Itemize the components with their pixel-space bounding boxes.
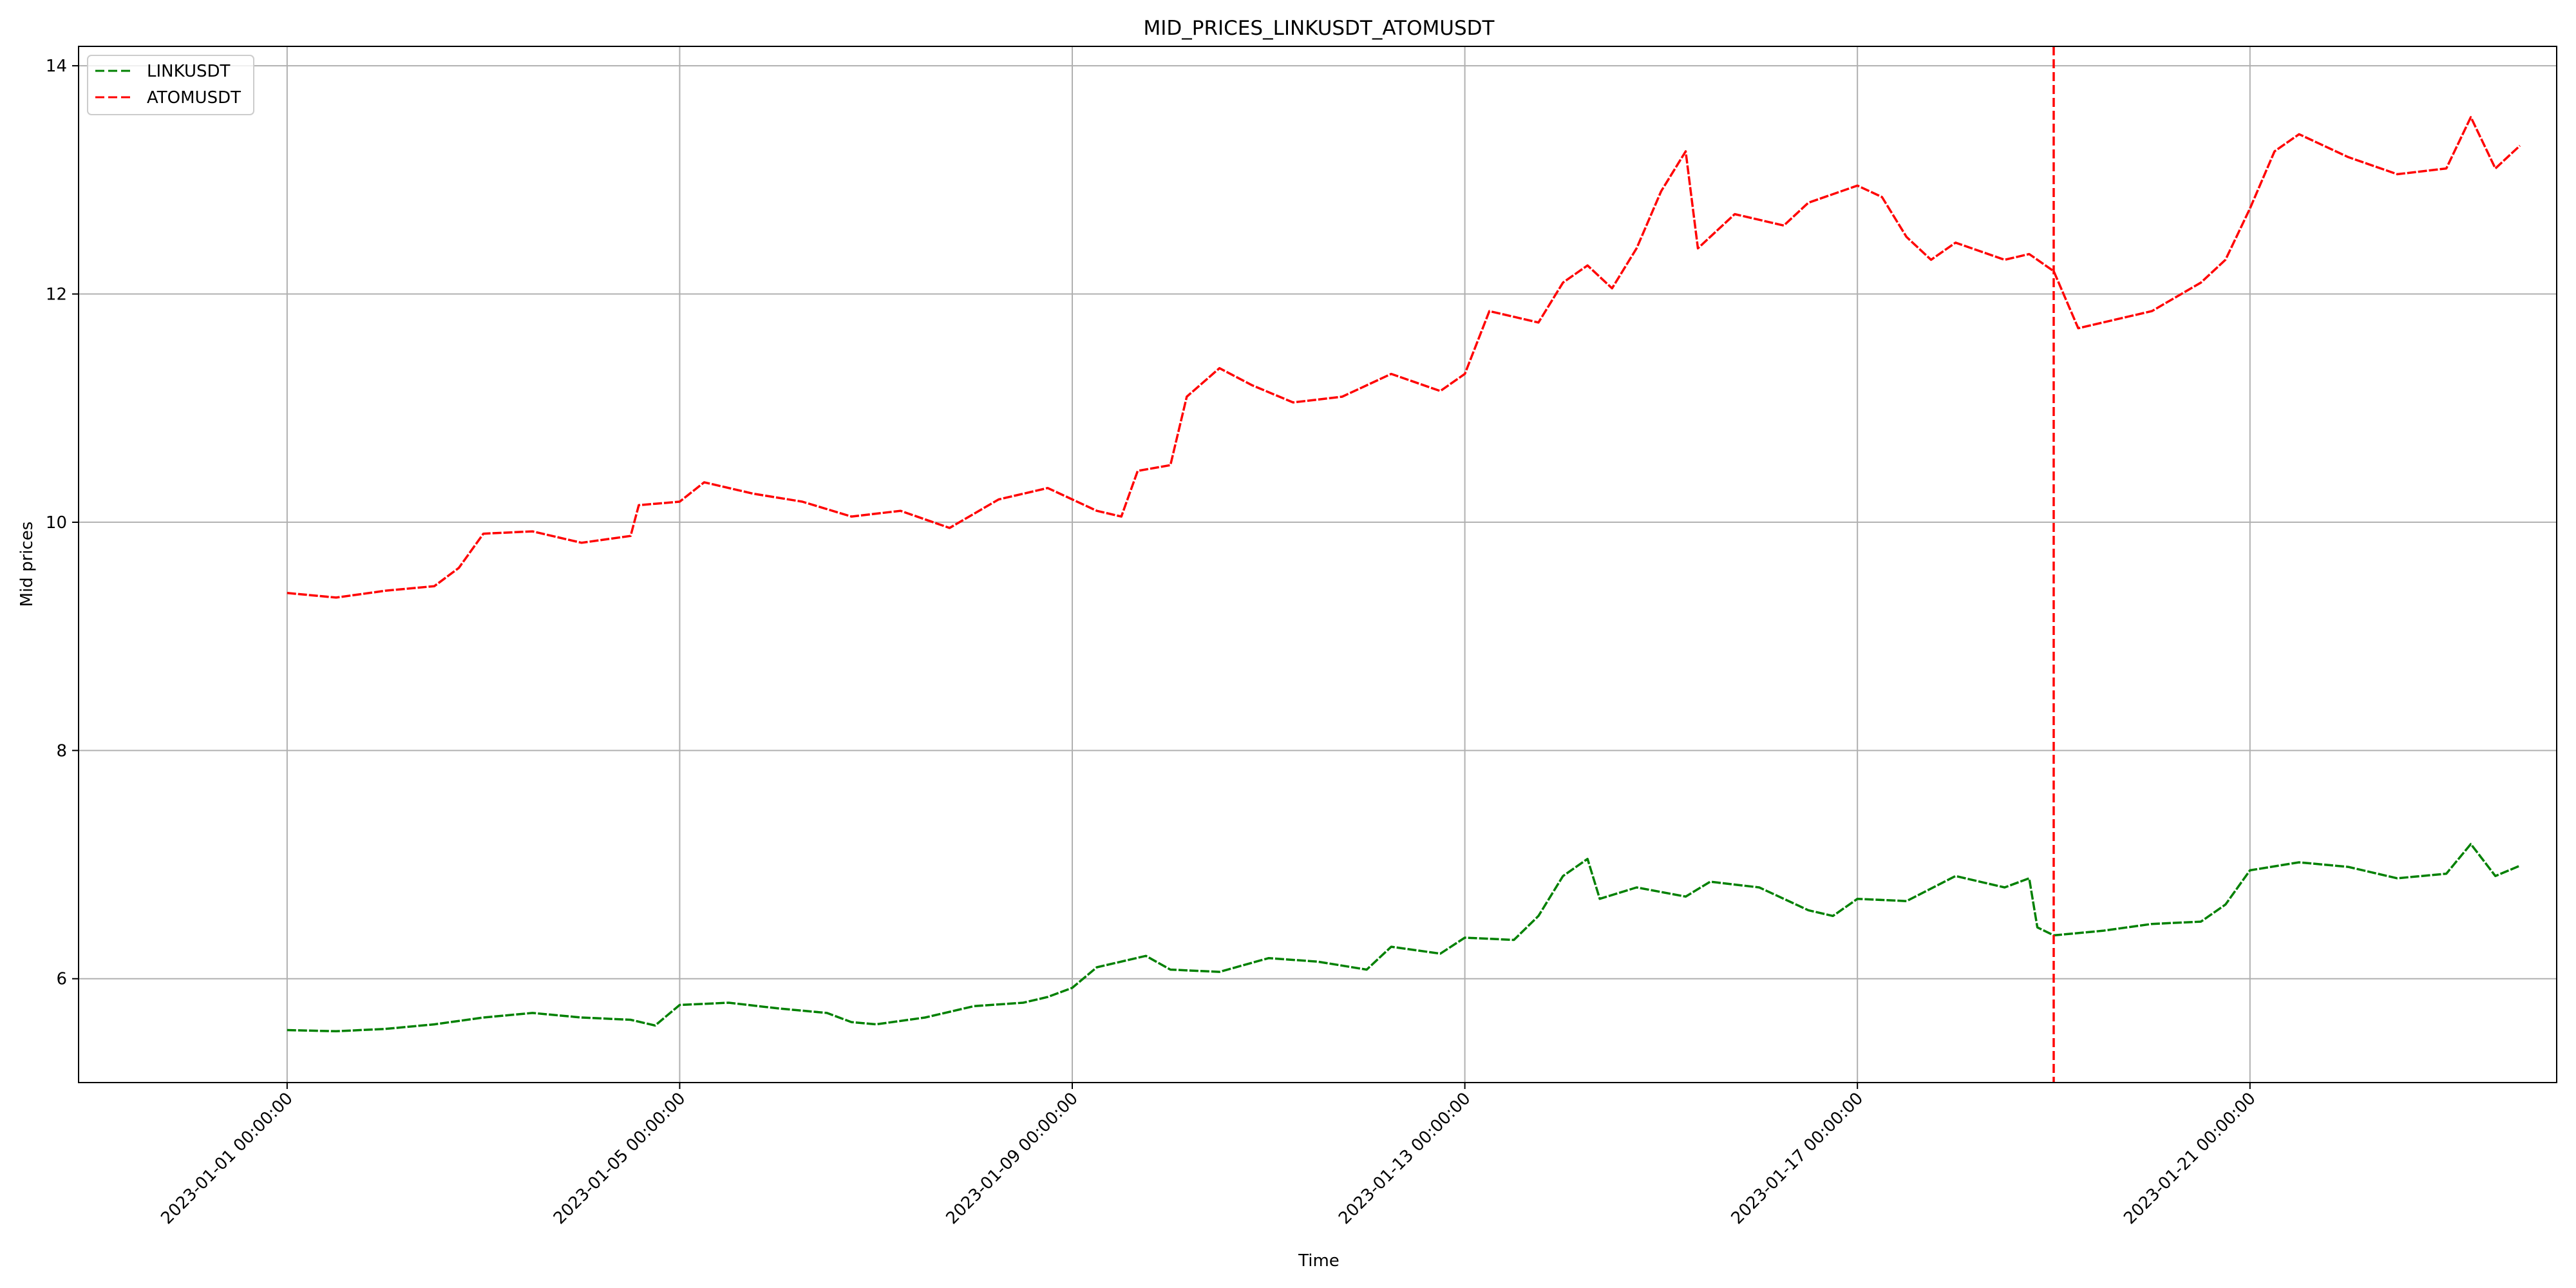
y-axis-ticks: 6 8 10 12 14: [46, 57, 79, 989]
legend: LINKUSDT ATOMUSDT: [87, 55, 254, 115]
y-tick-label: 12: [46, 285, 67, 305]
series-line-linkusdt: [287, 842, 2521, 1033]
x-axis-label: Time: [1298, 1251, 1340, 1271]
series-line-atomusdt: [287, 116, 2521, 599]
y-tick-label: 14: [46, 57, 67, 76]
plot-frame: [78, 46, 2557, 1083]
y-tick-label: 10: [46, 513, 67, 533]
series-layer: [287, 116, 2521, 1033]
y-tick-label: 6: [56, 970, 67, 989]
gridlines: [79, 46, 2557, 1083]
y-axis-label: Mid prices: [17, 522, 37, 607]
y-tick-label: 8: [56, 741, 67, 761]
legend-label-linkusdt: LINKUSDT: [147, 62, 231, 81]
legend-label-atomusdt: ATOMUSDT: [147, 88, 241, 108]
chart-title: MID_PRICES_LINKUSDT_ATOMUSDT: [1144, 17, 1495, 40]
